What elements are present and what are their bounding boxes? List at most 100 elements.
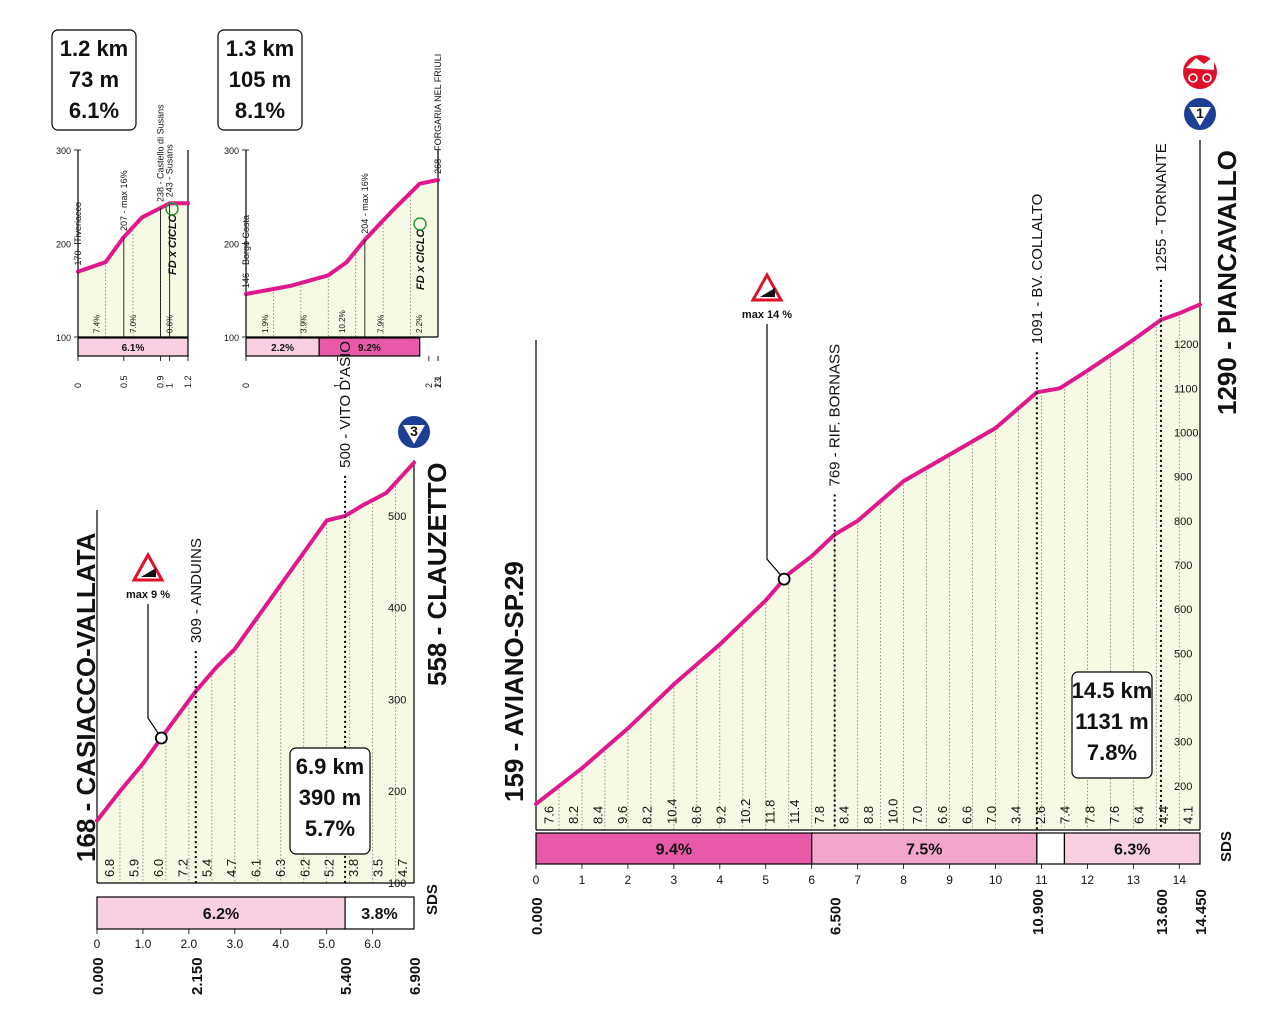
x-tick-label: 4	[716, 873, 723, 887]
km-grade-label: 4.4	[1156, 806, 1171, 824]
y-tick-label: 900	[1174, 472, 1192, 484]
km-grade-label: 10.2%	[338, 310, 347, 333]
km-grade-label: 7.6	[541, 806, 556, 824]
segment-bar	[344, 896, 415, 930]
brand-label: SDS	[424, 884, 441, 915]
segment-label: 9.2%	[358, 343, 381, 354]
km-grade-label: 10.0	[886, 799, 901, 824]
x-tick-label: 1.2	[183, 375, 193, 388]
bike-wheel-icon	[1202, 73, 1212, 83]
segment-bar	[811, 832, 1038, 865]
x-tick-label: 11	[1035, 873, 1048, 887]
km-grade-label: 3.9%	[300, 315, 309, 333]
segment-bar	[77, 337, 189, 357]
profile-line	[244, 177, 440, 296]
x-tick-label: 0.5	[119, 375, 129, 388]
km-grade-label: 2.2%	[415, 315, 424, 333]
segment-label: 6.3%	[1114, 842, 1150, 859]
summary-line: 7.8%	[1087, 740, 1137, 765]
y-tick-label: 700	[1174, 560, 1192, 572]
x-tick-label: 13	[1127, 873, 1141, 887]
summary-line: 6.9 km	[296, 754, 365, 779]
slope-icon	[141, 568, 156, 577]
km-grade-label: 3.5	[370, 859, 385, 877]
start-label: 168 - CASIACCO-VALLATA	[71, 532, 101, 862]
profile-line	[95, 460, 416, 823]
segment-label: 9.4%	[656, 842, 692, 859]
max-gradient-pointer	[147, 604, 162, 739]
km-marker: 0.000	[529, 897, 546, 935]
inset-forgaria: 300 200 100 146 - Borgo Costa 204 - max 16% 2…	[217, 29, 443, 388]
x-tick-label: 10	[989, 873, 1003, 887]
summary-line: 73 m	[69, 67, 119, 92]
km-grade-label: 5.4	[200, 859, 215, 877]
y-tick-label: 1100	[1174, 383, 1198, 395]
segment-bar	[96, 896, 346, 930]
gpm-triangle-icon	[403, 425, 425, 444]
x-tick-label: 2	[424, 383, 434, 388]
start-label: 159 - AVIANO-SP.29	[499, 561, 529, 802]
km-grade-label: 9.6	[615, 806, 630, 824]
summary-box	[217, 29, 303, 131]
x-tick-label: 0.9	[156, 375, 166, 388]
inset-susans: 300 200 100 170 - Tiveriacco 207 - max 16% 23…	[51, 29, 193, 388]
y-tick-label: 800	[1174, 516, 1192, 528]
summary-box	[289, 747, 371, 855]
x-tick-label: 1.0	[135, 937, 152, 951]
logo-text: FD x CICLO	[167, 213, 179, 275]
slope-icon	[760, 288, 775, 297]
waypoint-label: 170 - Tiveriacco	[73, 202, 83, 266]
brand-label: SDS	[1218, 831, 1235, 862]
x-tick-label: 7	[854, 873, 861, 887]
y-tick-label: 400	[1174, 693, 1192, 705]
km-grade-label: 0.6%	[166, 315, 175, 333]
x-tick-label: 6	[808, 873, 815, 887]
x-tick-label: 13	[433, 378, 443, 388]
y-tick-label: 200	[56, 240, 71, 250]
km-grade-label: 2.6	[1033, 806, 1048, 824]
km-grade-label: 8.6	[689, 806, 704, 824]
km-grade-label: 10.2	[738, 799, 753, 824]
x-tick-label: 4.0	[272, 937, 289, 951]
max-gradient-point	[777, 572, 791, 586]
y-tick-label: 1200	[1174, 339, 1198, 351]
waypoint-label: 1091 - BV. COLLALTO	[1029, 194, 1046, 345]
km-grade-label: 4.1	[1181, 806, 1196, 824]
km-grade-label: 8.2	[640, 806, 655, 824]
km-grade-label: 10.4	[664, 799, 679, 824]
km-grade-label: 6.4	[1132, 806, 1147, 824]
km-grade-label: 11.8	[763, 800, 778, 824]
segment-label: 6.2%	[203, 906, 239, 923]
summit-finish-icon	[1183, 55, 1217, 89]
x-tick-label: 1	[165, 383, 175, 388]
km-grade-label: 7.0	[910, 806, 925, 824]
km-grade-label: 6.8	[102, 859, 117, 877]
km-marker: 10.900	[1030, 889, 1047, 935]
waypoint-label: 238 - Castello di Susans	[156, 104, 166, 202]
max-gradient-point	[154, 731, 168, 745]
x-tick-label: 2.0	[181, 937, 198, 951]
waypoint-label: 268 - FORGARIA NEL FRIULI	[433, 54, 443, 174]
profile-line	[534, 302, 1202, 806]
x-tick-label: 0	[533, 873, 540, 887]
climb-piancavallo: 120011001000900800700600500400300200769 …	[499, 96, 1242, 935]
km-grade-label: 6.2	[297, 859, 312, 877]
gpm-badge-number: 1	[1196, 105, 1204, 121]
y-tick-label: 100	[56, 333, 71, 343]
segment-label: 6.1%	[122, 343, 145, 354]
km-grade-label: 6.6	[935, 806, 950, 824]
y-tick-label: 300	[56, 146, 71, 156]
y-tick-label: 200	[1174, 781, 1192, 793]
y-tick-label: 200	[388, 786, 406, 798]
km-grade-label: 11.4	[787, 800, 802, 824]
end-label: 1290 - PIANCAVALLO	[1212, 150, 1242, 415]
logo-wheel-icon	[413, 217, 427, 231]
x-tick-label: 3	[671, 873, 678, 887]
summary-line: 8.1%	[235, 98, 285, 123]
max-gradient-label: max 9 %	[126, 589, 170, 601]
x-tick-label: 2	[625, 873, 632, 887]
km-grade-label: 7.4	[1058, 806, 1073, 824]
km-grade-label: 7.6	[1107, 806, 1122, 824]
km-grade-label: 4.7	[224, 859, 239, 877]
